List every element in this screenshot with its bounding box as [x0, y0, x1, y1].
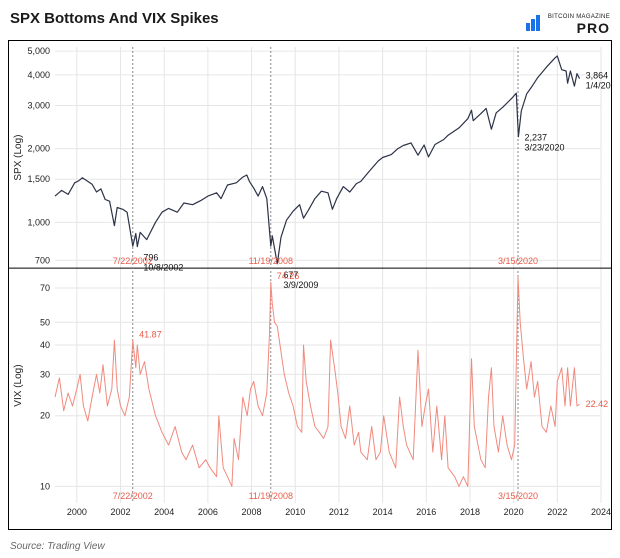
- logo-text: BITCOIN MAGAZINE PRO: [548, 10, 610, 36]
- svg-text:70: 70: [40, 283, 50, 293]
- svg-text:40: 40: [40, 340, 50, 350]
- svg-text:700: 700: [35, 255, 50, 265]
- svg-text:2008: 2008: [242, 507, 262, 517]
- svg-text:10: 10: [40, 481, 50, 491]
- svg-text:2022: 2022: [547, 507, 567, 517]
- svg-text:2,000: 2,000: [27, 144, 50, 154]
- svg-text:2,237: 2,237: [524, 133, 547, 143]
- logo-bars-icon: [526, 15, 541, 31]
- svg-text:3,864: 3,864: [586, 71, 609, 81]
- svg-text:11/19/2008: 11/19/2008: [249, 256, 293, 266]
- svg-text:2014: 2014: [373, 507, 393, 517]
- svg-text:3/15/2020: 3/15/2020: [498, 491, 538, 501]
- svg-text:2016: 2016: [416, 507, 436, 517]
- svg-text:5,000: 5,000: [27, 46, 50, 56]
- svg-text:2020: 2020: [504, 507, 524, 517]
- svg-text:4,000: 4,000: [27, 70, 50, 80]
- svg-text:2018: 2018: [460, 507, 480, 517]
- plot-area: 2000200220042006200820102012201420162018…: [8, 40, 612, 530]
- svg-text:7/22/2002: 7/22/2002: [113, 491, 153, 501]
- svg-text:3,000: 3,000: [27, 101, 50, 111]
- svg-text:2006: 2006: [198, 507, 218, 517]
- svg-text:1,500: 1,500: [27, 174, 50, 184]
- chart-frame: { "title": "SPX Bottoms And VIX Spikes",…: [0, 0, 620, 558]
- svg-text:2004: 2004: [154, 507, 174, 517]
- svg-text:2012: 2012: [329, 507, 349, 517]
- svg-text:11/19/2008: 11/19/2008: [249, 491, 293, 501]
- svg-text:20: 20: [40, 411, 50, 421]
- svg-text:2010: 2010: [285, 507, 305, 517]
- svg-text:2024: 2024: [591, 507, 611, 517]
- svg-text:7/22/2002: 7/22/2002: [113, 256, 153, 266]
- svg-text:3/23/2020: 3/23/2020: [524, 143, 564, 153]
- spx-axis-label: SPX (Log): [13, 135, 24, 181]
- svg-text:3/9/2009: 3/9/2009: [283, 280, 318, 290]
- svg-text:2000: 2000: [67, 507, 87, 517]
- brand-logo: BITCOIN MAGAZINE PRO: [526, 10, 610, 36]
- svg-text:22.42: 22.42: [586, 399, 609, 409]
- logo-big: PRO: [577, 20, 610, 36]
- source-credit: Source: Trading View: [10, 541, 105, 552]
- svg-text:3/15/2020: 3/15/2020: [498, 256, 538, 266]
- vix-axis-label: VIX (Log): [13, 364, 24, 406]
- chart-title: SPX Bottoms And VIX Spikes: [10, 10, 610, 27]
- svg-text:2002: 2002: [111, 507, 131, 517]
- svg-text:74.26: 74.26: [277, 271, 300, 281]
- svg-text:1,000: 1,000: [27, 217, 50, 227]
- svg-text:1/4/2023: 1/4/2023: [586, 81, 611, 91]
- chart-header: SPX Bottoms And VIX Spikes BITCOIN MAGAZ…: [10, 10, 610, 38]
- svg-text:50: 50: [40, 317, 50, 327]
- svg-text:41.87: 41.87: [139, 329, 162, 339]
- svg-text:30: 30: [40, 369, 50, 379]
